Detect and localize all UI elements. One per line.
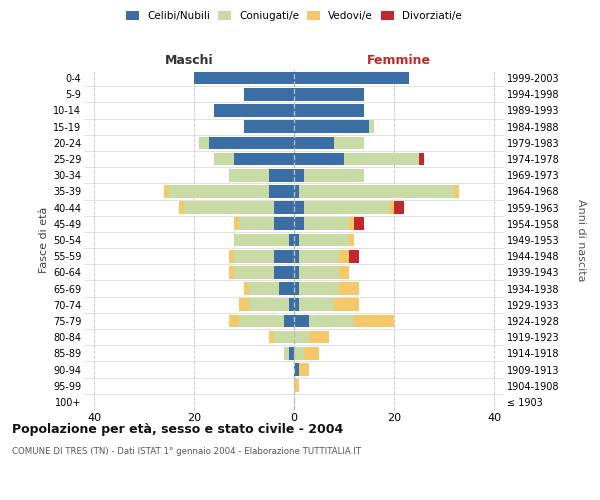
Bar (299, 185, 454, 198)
Bar (354, 218, 364, 230)
Bar (239, 218, 274, 230)
Bar (299, 234, 349, 246)
Bar (294, 152, 344, 166)
Text: Popolazione per età, sesso e stato civile - 2004: Popolazione per età, sesso e stato civil… (12, 422, 343, 436)
Bar (299, 363, 309, 376)
Bar (249, 298, 289, 311)
Bar (234, 152, 294, 166)
Bar (389, 202, 394, 214)
Bar (284, 347, 289, 360)
Bar (214, 104, 294, 117)
Bar (294, 331, 309, 344)
Bar (229, 314, 239, 328)
Bar (339, 266, 349, 278)
Bar (184, 202, 274, 214)
Bar (274, 266, 294, 278)
Bar (294, 347, 304, 360)
Bar (269, 185, 294, 198)
Bar (294, 282, 299, 295)
Bar (234, 234, 289, 246)
Bar (289, 298, 294, 311)
Text: Femmine: Femmine (367, 54, 431, 67)
Bar (309, 331, 329, 344)
Bar (349, 234, 354, 246)
Bar (179, 202, 184, 214)
Y-axis label: Fasce di età: Fasce di età (38, 207, 49, 273)
Bar (164, 185, 169, 198)
Bar (304, 169, 364, 181)
Bar (269, 331, 274, 344)
Bar (274, 331, 294, 344)
Bar (304, 202, 389, 214)
Bar (229, 169, 269, 181)
Bar (454, 185, 459, 198)
Bar (274, 250, 294, 262)
Bar (294, 104, 364, 117)
Bar (209, 136, 294, 149)
Text: Maschi: Maschi (164, 54, 214, 67)
Legend: Celibi/Nubili, Coniugati/e, Vedovi/e, Divorziati/e: Celibi/Nubili, Coniugati/e, Vedovi/e, Di… (123, 8, 465, 24)
Bar (214, 152, 234, 166)
Bar (289, 347, 294, 360)
Bar (239, 314, 284, 328)
Bar (294, 72, 409, 85)
Bar (299, 282, 339, 295)
Bar (354, 314, 394, 328)
Bar (194, 72, 294, 85)
Bar (419, 152, 424, 166)
Bar (244, 282, 249, 295)
Bar (229, 250, 234, 262)
Bar (294, 185, 299, 198)
Bar (304, 218, 349, 230)
Bar (294, 363, 299, 376)
Bar (309, 314, 354, 328)
Bar (169, 185, 269, 198)
Bar (339, 282, 359, 295)
Bar (299, 298, 334, 311)
Bar (294, 314, 309, 328)
Bar (294, 380, 299, 392)
Bar (274, 202, 294, 214)
Bar (294, 169, 304, 181)
Bar (294, 250, 299, 262)
Bar (269, 169, 294, 181)
Text: COMUNE DI TRES (TN) - Dati ISTAT 1° gennaio 2004 - Elaborazione TUTTITALIA.IT: COMUNE DI TRES (TN) - Dati ISTAT 1° genn… (12, 448, 361, 456)
Bar (349, 218, 354, 230)
Bar (294, 218, 304, 230)
Bar (299, 250, 339, 262)
Bar (249, 282, 279, 295)
Y-axis label: Anni di nascita: Anni di nascita (576, 198, 586, 281)
Bar (294, 202, 304, 214)
Bar (294, 266, 299, 278)
Bar (294, 88, 364, 101)
Bar (294, 120, 369, 133)
Bar (339, 250, 349, 262)
Bar (234, 266, 274, 278)
Bar (344, 152, 419, 166)
Bar (279, 282, 294, 295)
Bar (229, 266, 234, 278)
Bar (334, 298, 359, 311)
Bar (294, 298, 299, 311)
Bar (334, 136, 364, 149)
Bar (289, 234, 294, 246)
Bar (199, 136, 209, 149)
Bar (294, 234, 299, 246)
Bar (239, 298, 249, 311)
Bar (394, 202, 404, 214)
Bar (234, 250, 274, 262)
Bar (244, 88, 294, 101)
Bar (369, 120, 374, 133)
Bar (244, 120, 294, 133)
Bar (294, 136, 334, 149)
Bar (349, 250, 359, 262)
Bar (304, 347, 319, 360)
Bar (274, 218, 294, 230)
Bar (284, 314, 294, 328)
Bar (234, 218, 239, 230)
Bar (299, 266, 339, 278)
